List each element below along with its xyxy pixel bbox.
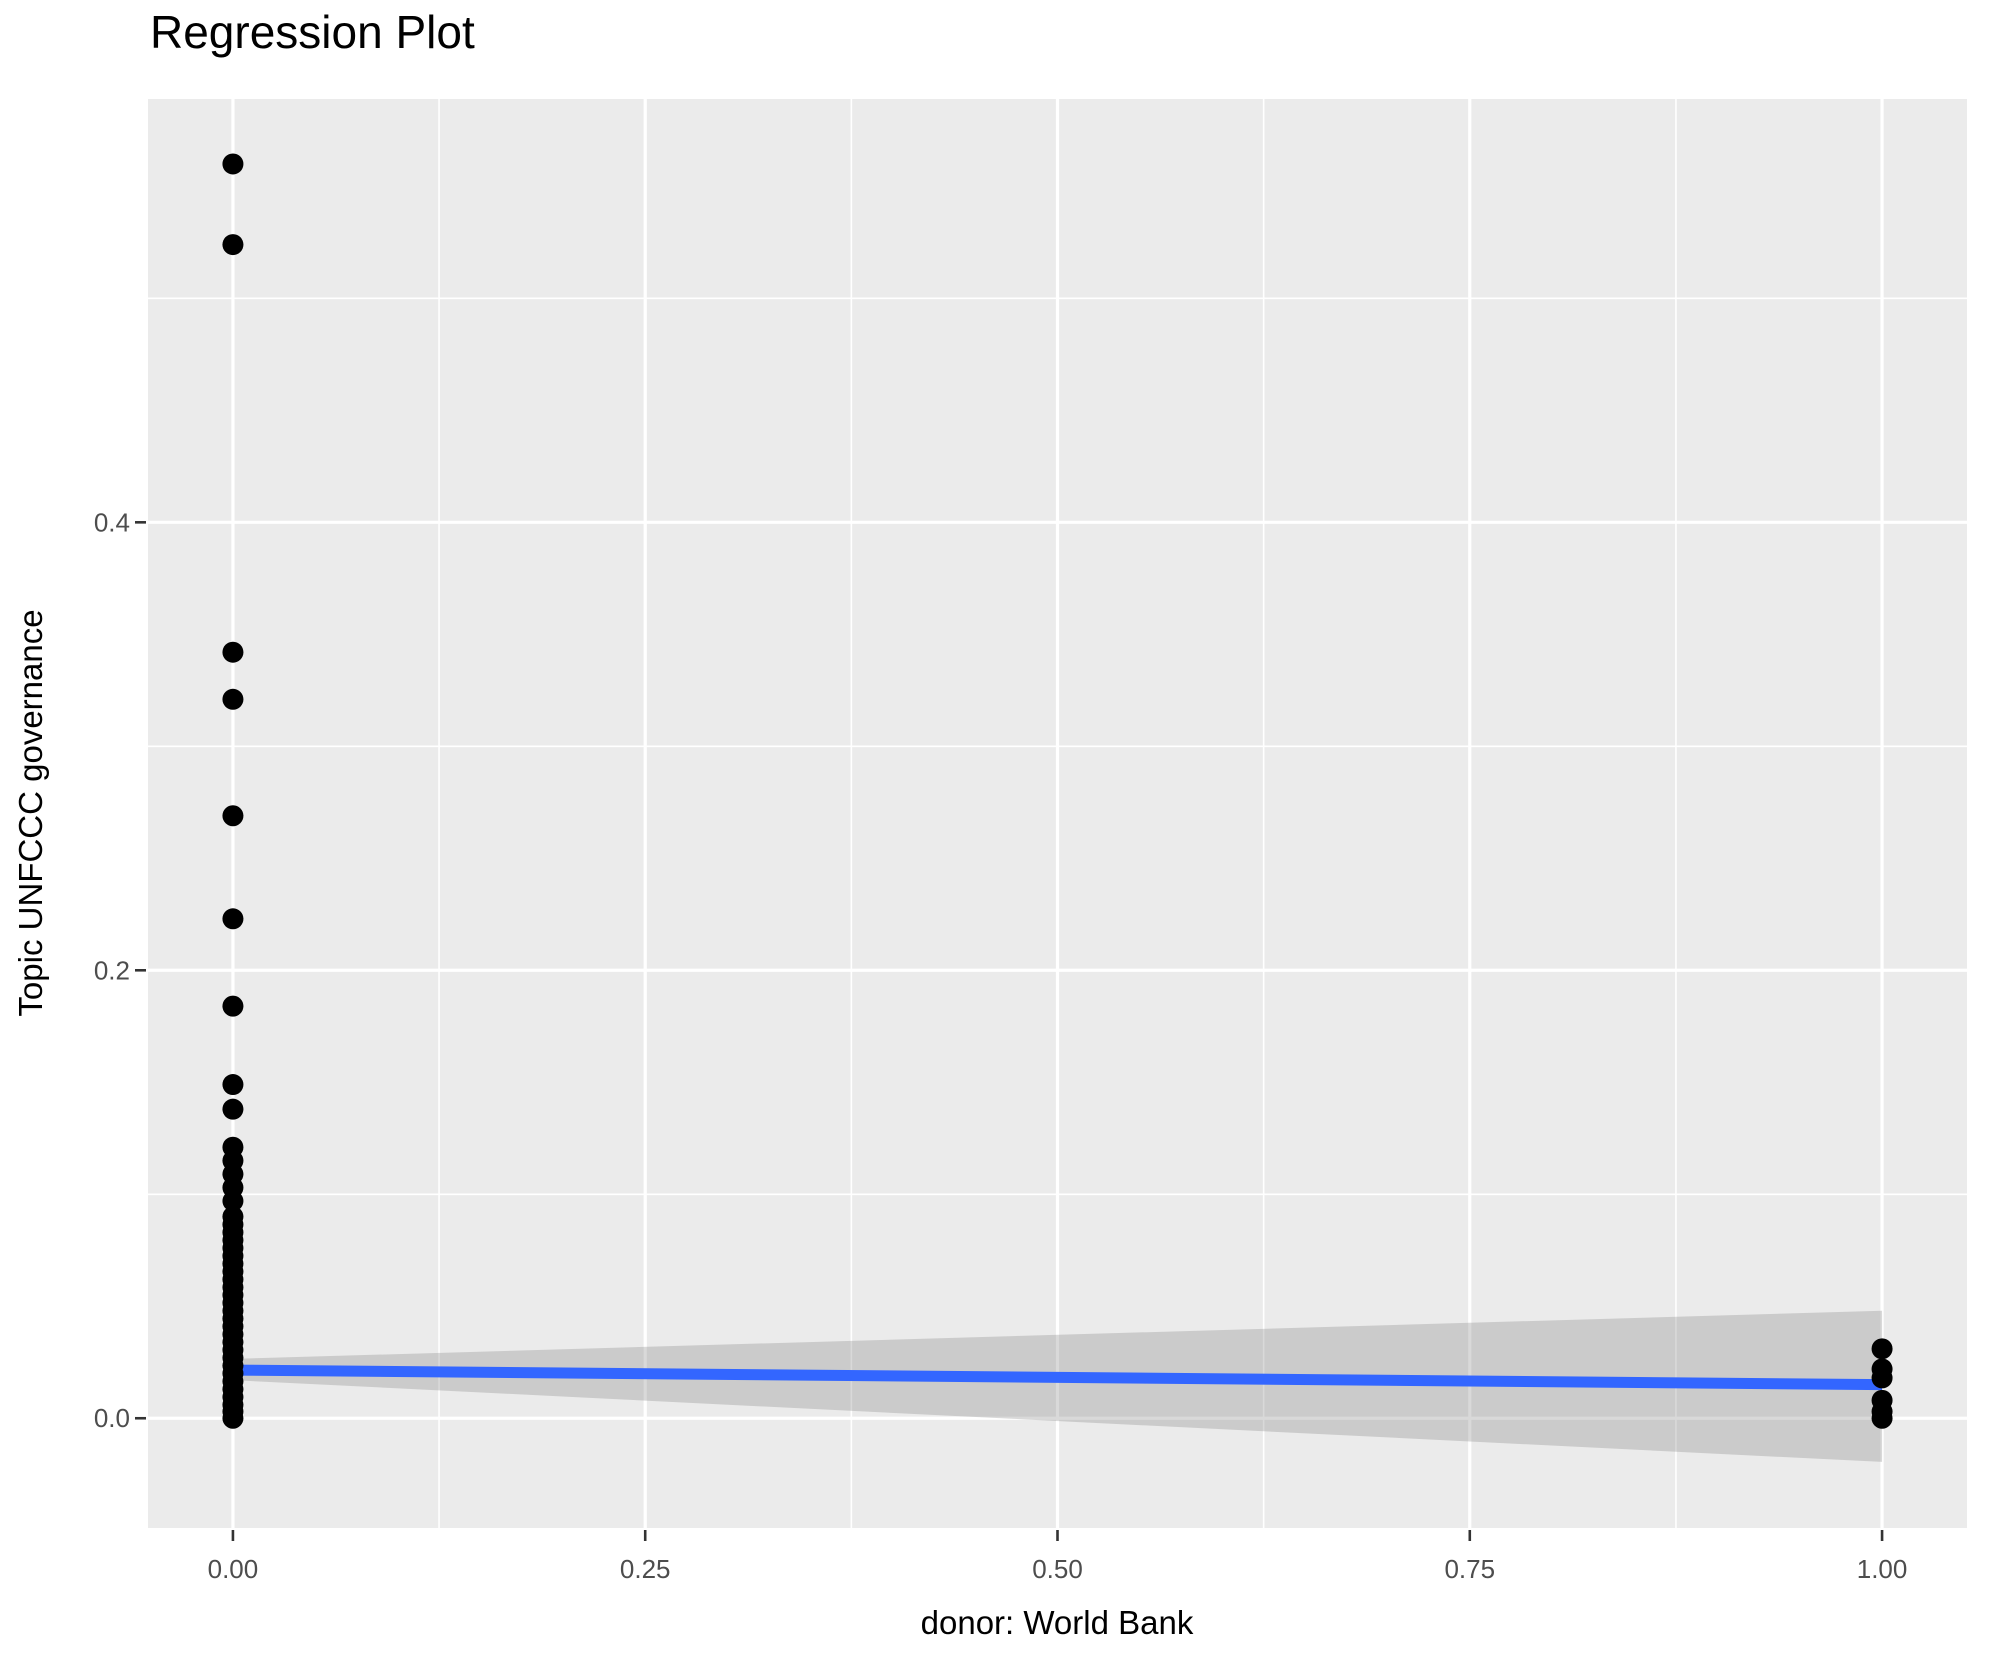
x-tick-label: 0.50 [1032, 1554, 1083, 1584]
data-point [222, 153, 244, 175]
data-point [222, 1190, 244, 1212]
data-point [222, 1074, 244, 1096]
x-tick-label: 0.25 [620, 1554, 671, 1584]
x-axis-title: donor: World Bank [921, 1604, 1194, 1641]
data-point [1871, 1338, 1893, 1360]
x-tick-label: 0.75 [1444, 1554, 1495, 1584]
regression-line [232, 1364, 1883, 1391]
plot-panel [148, 99, 1967, 1528]
data-point [222, 641, 244, 663]
plot-title: Regression Plot [150, 6, 475, 58]
confidence-band [232, 1310, 1883, 1462]
y-tick-label: 0.4 [94, 507, 130, 537]
y-axis-title: Topic UNFCCC governance [12, 609, 49, 1016]
y-tick-label: 0.0 [94, 1403, 130, 1433]
data-point [1871, 1367, 1893, 1389]
data-point [222, 688, 244, 710]
data-point [222, 1407, 244, 1429]
x-tick-label: 1.00 [1857, 1554, 1908, 1584]
data-point [222, 234, 244, 256]
data-point [1871, 1407, 1893, 1429]
data-point [222, 908, 244, 930]
axes: 0.00 0.25 0.50 0.75 1.00 0.0 0.2 0.4 [94, 507, 1908, 1584]
data-point [222, 1098, 244, 1120]
x-tick-label: 0.00 [208, 1554, 259, 1584]
data-point [222, 995, 244, 1017]
data-point [222, 805, 244, 827]
y-tick-label: 0.2 [94, 955, 130, 985]
